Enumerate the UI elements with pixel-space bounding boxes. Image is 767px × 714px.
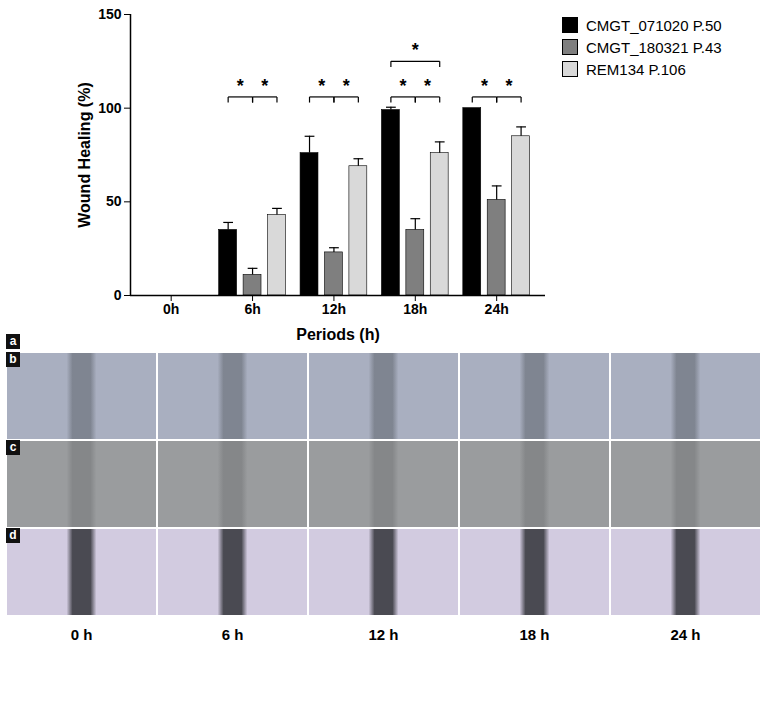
svg-text:24h: 24h bbox=[485, 301, 509, 317]
html-text:b: b bbox=[9, 352, 17, 366]
html-text:REM134 P.106: REM134 P.106 bbox=[586, 60, 686, 78]
html-text:6 h: 6 h bbox=[221, 626, 244, 643]
svg-text:150: 150 bbox=[98, 6, 122, 22]
html-text:CMGT_180321 P.43: CMGT_180321 P.43 bbox=[586, 38, 722, 56]
svg-text:100: 100 bbox=[98, 100, 122, 116]
svg-text:50: 50 bbox=[106, 193, 122, 209]
html-text:18 h: 18 h bbox=[519, 626, 550, 643]
svg-text:*: * bbox=[412, 40, 419, 60]
html-text:12 h: 12 h bbox=[368, 626, 399, 643]
svg-text:18h: 18h bbox=[403, 301, 427, 317]
svg-text:6h: 6h bbox=[244, 301, 260, 317]
html-text:a: a bbox=[9, 334, 17, 348]
html-text:d: d bbox=[9, 528, 17, 542]
svg-text:*: * bbox=[481, 76, 488, 96]
svg-text:*: * bbox=[318, 76, 325, 96]
svg-text:*: * bbox=[400, 76, 407, 96]
svg-text:Periods (h): Periods (h) bbox=[296, 326, 380, 343]
svg-text:*: * bbox=[237, 76, 244, 96]
svg-text:0: 0 bbox=[114, 287, 122, 303]
html-text:c: c bbox=[9, 440, 17, 454]
html-text:24 h: 24 h bbox=[670, 626, 701, 643]
svg-text:12h: 12h bbox=[322, 301, 346, 317]
html-text:0 h: 0 h bbox=[70, 626, 93, 643]
svg-text:*: * bbox=[424, 76, 431, 96]
svg-text:Wound Healing (%): Wound Healing (%) bbox=[76, 82, 93, 227]
svg-text:*: * bbox=[505, 76, 512, 96]
svg-text:*: * bbox=[261, 76, 268, 96]
svg-text:*: * bbox=[343, 76, 350, 96]
svg-text:0h: 0h bbox=[163, 301, 179, 317]
html-text:CMGT_071020 P.50: CMGT_071020 P.50 bbox=[586, 16, 722, 34]
